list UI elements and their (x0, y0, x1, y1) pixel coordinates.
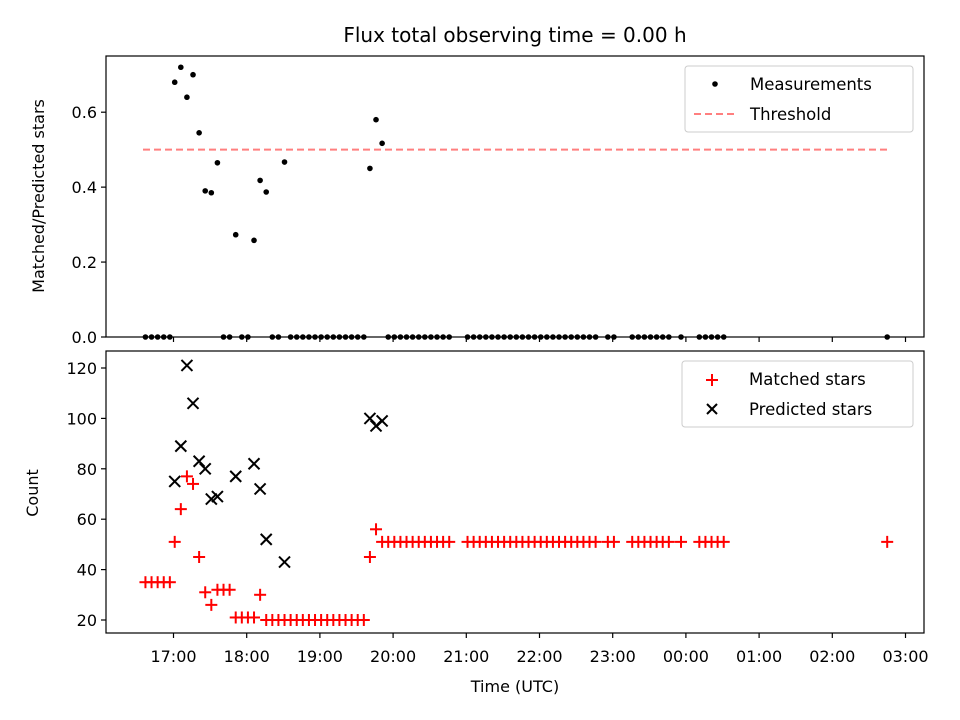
legend-matched-marker (706, 374, 718, 386)
predicted-star-point (168, 475, 181, 488)
matched-star-point (180, 470, 193, 483)
bottom-legend: Matched stars Predicted stars (681, 360, 914, 428)
predicted-star-point (247, 457, 261, 470)
matched-star-point (174, 503, 187, 516)
measurement-point (171, 79, 178, 86)
matched-star-point (168, 535, 181, 548)
matched-star-point (662, 535, 675, 548)
matched-star-point (607, 535, 620, 548)
bottom-y-tick-label: 100 (66, 409, 97, 428)
bottom-y-axis-label: Count (23, 469, 42, 517)
measurement-point (202, 188, 209, 194)
matched-star-point (589, 535, 602, 548)
matched-star-point (881, 535, 894, 548)
matched-star-point (357, 614, 370, 626)
measurement-point (263, 189, 270, 195)
bottom-axes-frame (105, 350, 925, 634)
x-ticks: 17:00 18:00 19:00 20:00 21:00 22:00 23:00 00:00… (150, 337, 929, 666)
matched-star-point (675, 535, 688, 548)
predicted-star-point (199, 462, 212, 476)
measurement-point (379, 140, 385, 147)
bottom-y-tick-label: 80 (77, 460, 97, 479)
measurement-point (208, 189, 215, 196)
legend-predicted-marker (706, 403, 718, 415)
measurement-point (232, 231, 239, 238)
measurement-point (214, 159, 221, 166)
top-y-tick-label: 0.2 (72, 253, 97, 272)
measurement-point (190, 71, 196, 78)
predicted-star-point (278, 555, 291, 569)
matched-star-point (163, 576, 176, 589)
chart-title: Flux total observing time = 0.00 h (343, 23, 686, 47)
matched-star-point (443, 535, 456, 548)
bottom-plot-area (139, 359, 894, 626)
top-legend: Measurements Threshold (684, 65, 914, 133)
bottom-y-tick-label: 40 (77, 561, 97, 580)
measurement-point (367, 165, 373, 172)
x-axis-label: Time (UTC) (470, 677, 559, 696)
matched-star-point (363, 551, 376, 563)
legend-matched-label: Matched stars (749, 370, 866, 389)
x-tick-label: 22:00 (516, 647, 562, 666)
bottom-y-tick-label: 120 (66, 359, 97, 378)
matched-star-point (254, 588, 267, 601)
x-tick-label: 21:00 (443, 647, 489, 666)
x-tick-label: 00:00 (663, 647, 709, 666)
top-y-ticks: 0.0 0.2 0.4 0.6 (72, 103, 106, 347)
matched-star-point (370, 523, 383, 536)
measurement-point (373, 116, 379, 123)
x-tick-label: 23:00 (590, 647, 636, 666)
legend-predicted-label: Predicted stars (749, 400, 872, 419)
measurement-point (184, 94, 190, 101)
x-tick-label: 02:00 (809, 647, 855, 666)
predicted-star-point (260, 533, 273, 546)
top-legend-box (684, 65, 914, 133)
top-y-tick-label: 0.6 (72, 103, 97, 122)
x-tick-label: 17:00 (150, 647, 196, 666)
x-tick-label: 01:00 (736, 647, 782, 666)
predicted-star-point (186, 397, 200, 410)
top-y-tick-label: 0.0 (72, 328, 97, 347)
legend-measurements-label: Measurements (750, 75, 872, 94)
bottom-y-tick-label: 60 (77, 510, 97, 529)
measurement-point (281, 159, 288, 165)
top-axes-frame (105, 55, 925, 338)
legend-measurements-marker (712, 81, 718, 87)
matched-star-point (187, 477, 200, 490)
matched-star-point (199, 586, 212, 599)
bottom-y-tick-label: 20 (77, 611, 97, 630)
predicted-star-point (192, 455, 206, 468)
predicted-star-point (211, 490, 224, 503)
x-tick-label: 20:00 (370, 647, 416, 666)
predicted-star-point (253, 482, 267, 496)
matched-star-point (248, 611, 261, 624)
predicted-star-point (180, 359, 194, 372)
top-y-tick-label: 0.4 (72, 178, 97, 197)
predicted-star-point (229, 470, 242, 483)
matched-star-point (193, 551, 206, 563)
measurement-point (251, 237, 257, 244)
measurement-point (178, 64, 184, 71)
predicted-star-point (363, 412, 377, 425)
measurement-point (257, 177, 263, 184)
matched-star-point (223, 583, 236, 596)
predicted-star-point (375, 414, 389, 428)
measurement-point (196, 130, 202, 136)
x-tick-label: 19:00 (297, 647, 343, 666)
legend-threshold-label: Threshold (749, 105, 831, 124)
matched-star-point (205, 598, 218, 611)
predicted-star-point (174, 439, 188, 453)
matched-star-point (717, 535, 730, 548)
x-tick-label: 03:00 (882, 647, 928, 666)
x-tick-label: 18:00 (224, 647, 270, 666)
top-y-axis-label: Matched/Predicted stars (29, 99, 48, 293)
bottom-legend-box (681, 360, 914, 428)
bottom-y-ticks: 20 40 60 80 100 120 (66, 359, 106, 630)
